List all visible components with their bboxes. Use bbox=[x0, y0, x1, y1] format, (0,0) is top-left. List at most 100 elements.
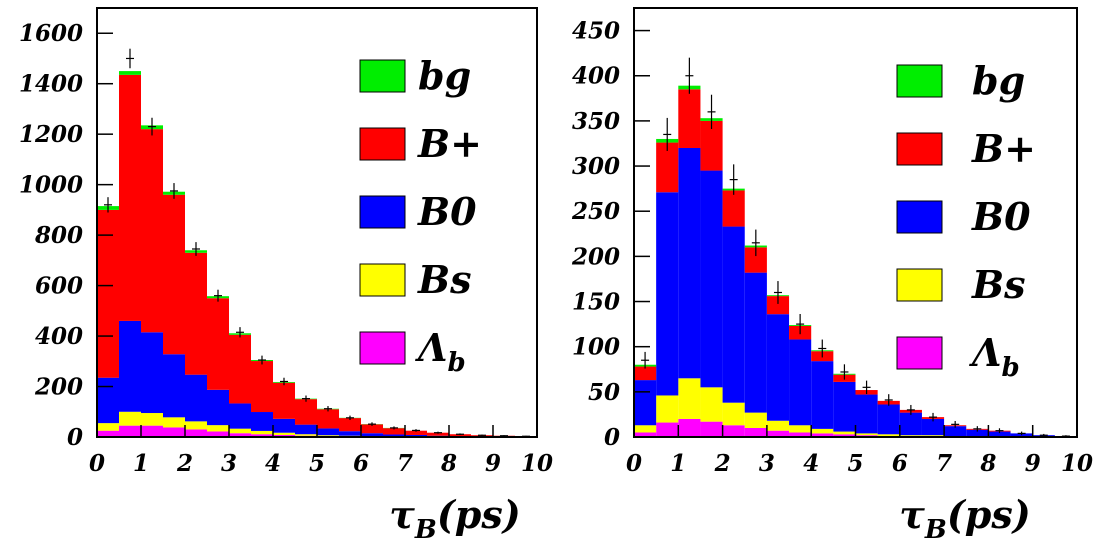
bar-0-1-5 bbox=[207, 425, 229, 432]
x-tick-label: 8 bbox=[979, 450, 996, 477]
bar-1-3-1 bbox=[656, 142, 679, 193]
bar-1-3-5 bbox=[744, 247, 767, 273]
data-point-4 bbox=[192, 242, 200, 256]
bar-0-0-8 bbox=[273, 434, 295, 437]
bar-1-1-2 bbox=[678, 378, 701, 419]
x-axis-label: τB(ps) bbox=[389, 492, 521, 539]
bar-1-3-4 bbox=[722, 190, 745, 227]
data-point-8 bbox=[818, 339, 827, 358]
data-point-7 bbox=[796, 314, 805, 335]
data-point-13 bbox=[929, 412, 938, 422]
bar-1-2-1 bbox=[656, 192, 679, 396]
legend-entry: B+ bbox=[896, 126, 1036, 171]
bar-0-1-9 bbox=[295, 434, 317, 436]
legend-label: Λb bbox=[415, 325, 466, 378]
data-point-1 bbox=[663, 117, 672, 151]
bar-0-1-0 bbox=[97, 423, 119, 431]
bar-0-2-10 bbox=[317, 428, 339, 436]
bar-1-2-13 bbox=[921, 418, 945, 436]
bar-1-2-6 bbox=[766, 314, 790, 421]
legend-label-sub: b bbox=[447, 348, 465, 378]
legend-label: B+ bbox=[971, 126, 1036, 171]
data-point-12 bbox=[906, 404, 915, 415]
y-tick-label: 300 bbox=[572, 153, 620, 180]
bar-1-3-2 bbox=[678, 89, 701, 148]
legend-label-main: bg bbox=[418, 53, 471, 98]
bar-0-2-4 bbox=[185, 374, 207, 422]
bar-0-3-4 bbox=[185, 252, 207, 375]
bar-1-2-3 bbox=[700, 170, 723, 388]
bar-0-1-3 bbox=[163, 417, 185, 428]
x-tick-label: 1 bbox=[670, 450, 686, 477]
y-tick-label: 0 bbox=[67, 424, 83, 451]
y-tick-label: 1400 bbox=[19, 71, 83, 98]
bar-1-3-0 bbox=[634, 366, 657, 381]
bar-1-2-4 bbox=[722, 226, 745, 403]
data-point-7 bbox=[258, 355, 266, 365]
series--bars bbox=[634, 418, 945, 437]
bar-0-1-1 bbox=[119, 411, 141, 426]
x-tick-label: 0 bbox=[626, 450, 642, 477]
x-tick-label: 7 bbox=[397, 450, 413, 477]
legend-entry: bg bbox=[359, 53, 471, 98]
bar-0-2-1 bbox=[119, 320, 141, 412]
data-point-2 bbox=[685, 57, 694, 94]
y-tick-label: 350 bbox=[572, 108, 620, 135]
legend-entry: Bs bbox=[896, 262, 1026, 307]
bar-1-0-2 bbox=[678, 418, 701, 437]
data-point-0 bbox=[641, 351, 650, 369]
bar-0-3-5 bbox=[207, 298, 229, 390]
series-bs-bars bbox=[634, 378, 945, 437]
bar-0-3-15 bbox=[427, 432, 449, 436]
data-point-5 bbox=[214, 289, 222, 302]
legend-label: B+ bbox=[417, 121, 482, 166]
bar-0-3-2 bbox=[141, 129, 163, 333]
bar-1-0-8 bbox=[811, 433, 834, 437]
legend-swatch bbox=[896, 132, 943, 166]
bar-0-0-6 bbox=[229, 433, 251, 437]
legend-label-main: Λ bbox=[415, 325, 447, 370]
data-point-12 bbox=[368, 422, 376, 426]
bar-0-3-16 bbox=[449, 434, 471, 437]
legend-swatch bbox=[896, 268, 943, 302]
legend-label: Λb bbox=[969, 330, 1020, 383]
bar-0-1-2 bbox=[141, 413, 163, 426]
y-tick-label: 150 bbox=[572, 289, 620, 316]
legend: bg B+ B0 Bs Λb bbox=[359, 53, 482, 378]
legend-label-main: Λ bbox=[969, 330, 1001, 375]
x-tick-label: 2 bbox=[176, 450, 193, 477]
legend-entry: bg bbox=[896, 58, 1025, 103]
data-point-3 bbox=[170, 183, 178, 199]
bar-0-0-7 bbox=[251, 434, 273, 437]
legend-label-main: Bs bbox=[417, 257, 472, 302]
legend-entry: Bs bbox=[359, 257, 472, 302]
bar-1-2-15 bbox=[966, 429, 989, 437]
bar-0-2-6 bbox=[229, 403, 251, 429]
bar-0-0-5 bbox=[207, 431, 229, 437]
y-tick-label: 200 bbox=[34, 374, 83, 401]
bar-0-3-9 bbox=[295, 399, 317, 425]
bar-0-3-10 bbox=[317, 409, 339, 429]
data-point-11 bbox=[884, 394, 893, 406]
x-tick-label: 4 bbox=[265, 450, 281, 477]
bar-0-2-2 bbox=[141, 332, 163, 414]
data-point-17 bbox=[1017, 431, 1026, 436]
bar-1-0-4 bbox=[722, 425, 745, 437]
bar-1-2-8 bbox=[811, 361, 834, 429]
data-point-14 bbox=[412, 429, 420, 432]
x-tick-label: 9 bbox=[485, 450, 501, 477]
bar-0-3-6 bbox=[229, 334, 251, 404]
legend-label-main: B+ bbox=[971, 126, 1036, 171]
legend-swatch bbox=[896, 64, 943, 98]
legend-entry: B0 bbox=[359, 189, 477, 234]
data-point-4 bbox=[729, 164, 738, 195]
data-point-8 bbox=[280, 377, 288, 386]
bar-0-1-4 bbox=[185, 421, 207, 430]
bar-0-1-8 bbox=[273, 432, 295, 435]
bar-0-1-7 bbox=[251, 430, 273, 435]
legend: bg B+ B0 Bs Λb bbox=[896, 58, 1036, 383]
bar-1-0-1 bbox=[656, 422, 679, 437]
bar-0-2-12 bbox=[361, 433, 383, 437]
bar-1-2-14 bbox=[944, 426, 967, 437]
bar-0-3-14 bbox=[405, 430, 427, 435]
